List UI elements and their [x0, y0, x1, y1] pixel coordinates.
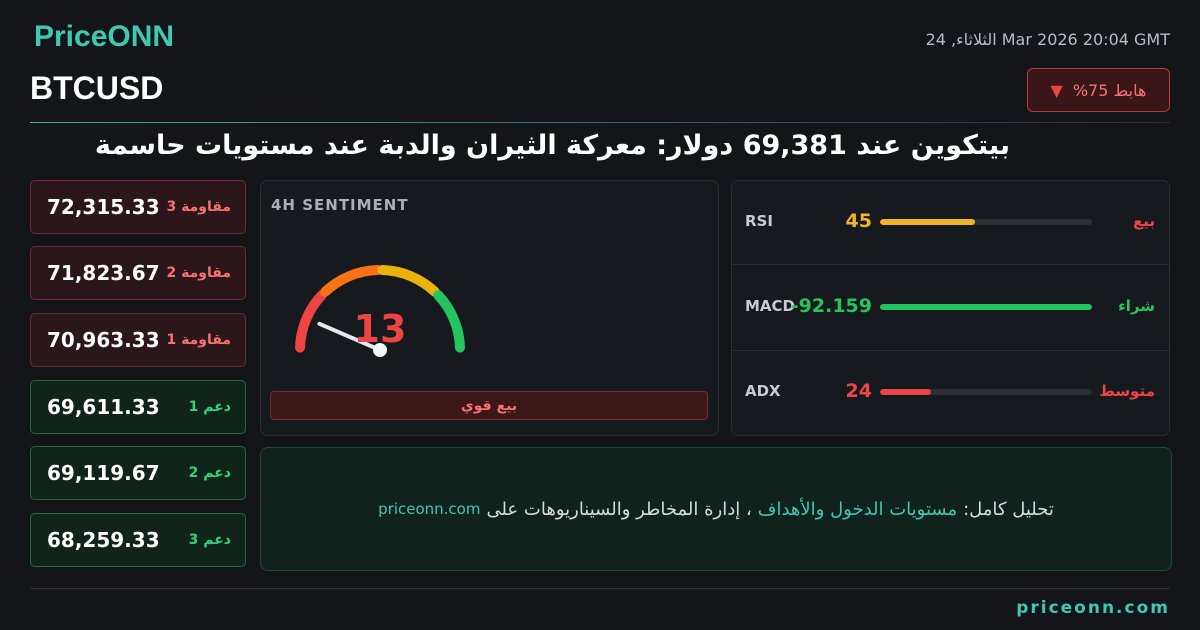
gauge-hub [373, 343, 387, 357]
gauge-value: 13 [354, 307, 407, 351]
date: الثلاثاء, 24 Mar 2026 20:04 GMT [925, 30, 1170, 49]
indicator-value: 45 [845, 210, 872, 232]
sentiment-title: 4H SENTIMENT [271, 196, 409, 214]
promo-rest: ، إدارة المخاطر والسيناريوهات على [486, 498, 752, 520]
gauge-segment [320, 265, 383, 297]
brand-logo[interactable]: PriceONN [34, 20, 175, 53]
indicator-bar [880, 304, 1092, 310]
separator [30, 122, 1170, 123]
indicator-bar [880, 389, 931, 395]
level-box: 68,259.33 دعم 3 [30, 513, 246, 567]
gauge-segment [295, 290, 327, 353]
sentiment-label: بيع قوي [270, 391, 708, 420]
level-label: دعم 2 [188, 465, 231, 481]
gauge: 13 [295, 265, 465, 357]
level-value: 69,119.67 [47, 461, 160, 485]
level-value: 68,259.33 [47, 528, 160, 552]
row-separator [732, 350, 1169, 351]
level-value: 72,315.33 [47, 195, 160, 219]
indicator-name: RSI [745, 212, 773, 230]
promo-link[interactable]: priceonn.com [378, 500, 481, 518]
gauge-segment [377, 265, 440, 297]
gauge-needle [317, 321, 382, 352]
level-box: 70,963.33 مقاومة 1 [30, 313, 246, 367]
level-label: دعم 3 [188, 532, 231, 548]
indicator-track [880, 389, 1092, 395]
indicator-value: 24 [845, 380, 872, 402]
level-label: مقاومة 3 [166, 199, 232, 215]
trend-badge: ▼ %هابط 75 [1027, 68, 1170, 112]
indicator-track [880, 219, 1092, 225]
indicator-signal: شراء [1118, 297, 1155, 315]
level-value: 69,611.33 [47, 395, 160, 419]
indicator-track [880, 304, 1092, 310]
promo-lead: تحليل كامل: [963, 498, 1054, 520]
level-box: 71,823.67 مقاومة 2 [30, 246, 246, 300]
indicator-name: MACD [745, 297, 795, 315]
badge-arrow: ▼ [1050, 80, 1063, 100]
gauge-segment [433, 290, 465, 353]
indicator-name: ADX [745, 382, 781, 400]
indicator-signal: متوسط [1099, 382, 1155, 400]
badge-text: %هابط 75 [1072, 80, 1147, 100]
footer-link[interactable]: priceonn.com [1016, 598, 1170, 618]
level-value: 71,823.67 [47, 261, 160, 285]
indicator-bar [880, 219, 976, 225]
indicator-value: -92.159 [790, 295, 872, 317]
promo[interactable]: تحليل كامل: مستويات الدخول والأهداف ، إد… [260, 447, 1172, 571]
level-value: 70,963.33 [47, 328, 160, 352]
level-label: مقاومة 1 [166, 332, 232, 348]
level-box: 72,315.33 مقاومة 3 [30, 180, 246, 234]
headline: بيتكوين عند 69,381 دولار: معركة الثيران … [94, 130, 1010, 161]
indicator-signal: بيع [1132, 212, 1155, 230]
promo-highlight: مستويات الدخول والأهداف [757, 498, 958, 520]
level-label: دعم 1 [188, 399, 231, 415]
row-separator [732, 264, 1169, 265]
level-label: مقاومة 2 [166, 265, 232, 281]
level-box: 69,119.67 دعم 2 [30, 446, 246, 500]
level-box: 69,611.33 دعم 1 [30, 380, 246, 434]
symbol: BTCUSD [30, 70, 164, 106]
footer-separator [30, 588, 1170, 589]
